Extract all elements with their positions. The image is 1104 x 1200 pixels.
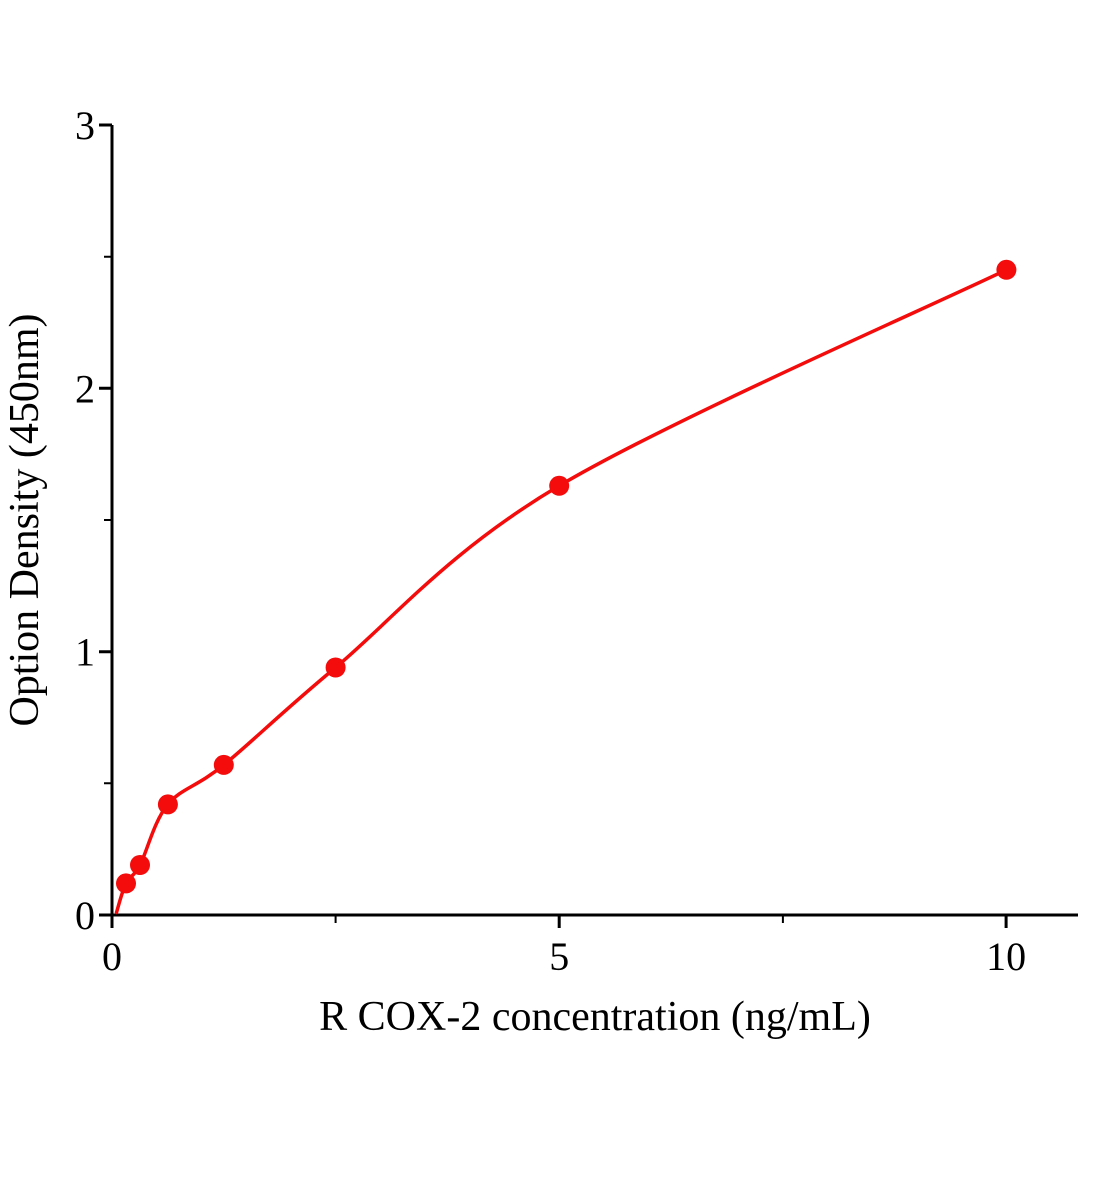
y-tick-label: 2 (75, 366, 95, 411)
x-tick-label: 10 (986, 934, 1026, 979)
data-point (996, 259, 1017, 280)
y-tick-label: 1 (75, 630, 95, 675)
data-point (157, 794, 178, 815)
data-point (116, 873, 136, 894)
y-tick-label: 3 (75, 103, 95, 148)
data-point (213, 754, 234, 775)
x-tick-label: 0 (102, 934, 122, 979)
x-axis-title: R COX-2 concentration (ng/mL) (319, 994, 871, 1040)
minor-ticks (104, 255, 784, 923)
y-axis-title: Option Density (450nm) (2, 314, 48, 727)
series-layer (114, 259, 1017, 915)
y-tick-label: 0 (75, 893, 95, 938)
x-tick-label: 5 (549, 934, 569, 979)
data-point (549, 475, 570, 496)
fit-curve (114, 268, 1009, 915)
data-point (325, 657, 346, 678)
axes (110, 125, 1078, 917)
data-point (130, 855, 150, 875)
major-ticks (99, 123, 1008, 928)
